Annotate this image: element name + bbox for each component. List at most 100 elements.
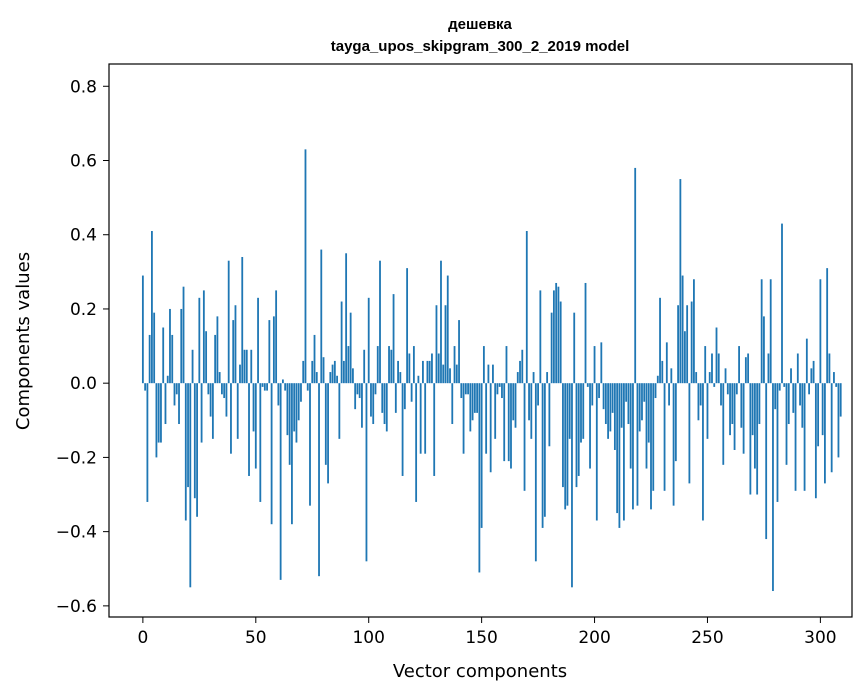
bar-125 xyxy=(424,383,427,454)
bar-254 xyxy=(715,327,718,384)
bar-182 xyxy=(552,290,555,384)
bar-124 xyxy=(422,360,424,384)
bar-43 xyxy=(239,364,241,384)
bar-28 xyxy=(205,331,208,384)
bar-279 xyxy=(772,383,774,592)
bar-6 xyxy=(155,383,158,458)
bar-280 xyxy=(774,383,777,410)
x-axis-label: Vector components xyxy=(393,661,567,682)
bar-309 xyxy=(839,383,842,417)
bar-30 xyxy=(209,383,212,417)
bar-115 xyxy=(401,383,404,476)
bar-44 xyxy=(241,256,244,384)
bar-48 xyxy=(250,349,253,384)
bar-219 xyxy=(636,383,639,506)
bar-198 xyxy=(589,383,591,469)
x-tick-label: 100 xyxy=(352,628,384,648)
bar-82 xyxy=(327,383,329,484)
bar-57 xyxy=(270,383,273,525)
bar-143 xyxy=(464,383,467,395)
bar-31 xyxy=(211,383,214,439)
bar-5 xyxy=(153,312,156,384)
bar-266 xyxy=(742,383,745,454)
bar-98 xyxy=(363,349,366,384)
bar-173 xyxy=(532,372,535,384)
bar-259 xyxy=(726,383,729,395)
bar-299 xyxy=(817,383,820,447)
bar-233 xyxy=(668,383,670,406)
bar-167 xyxy=(519,360,521,384)
bar-110 xyxy=(390,349,393,384)
bar-88 xyxy=(340,301,343,384)
bar-215 xyxy=(627,383,630,425)
bar-181 xyxy=(550,312,553,384)
bar-42 xyxy=(236,383,239,439)
bar-188 xyxy=(566,383,569,506)
y-tick-label: 0.6 xyxy=(70,151,97,171)
bar-63 xyxy=(284,383,287,391)
bar-12 xyxy=(169,308,171,384)
bar-94 xyxy=(354,383,357,410)
bar-56 xyxy=(268,320,271,384)
bar-117 xyxy=(406,268,409,384)
bar-129 xyxy=(433,383,436,476)
bar-290 xyxy=(796,353,799,384)
bar-103 xyxy=(374,383,377,395)
bar-14 xyxy=(173,383,176,406)
bar-123 xyxy=(419,383,422,454)
bar-70 xyxy=(300,383,302,402)
y-tick-label: −0.4 xyxy=(56,523,97,543)
bar-72 xyxy=(304,149,307,384)
bar-27 xyxy=(202,290,205,384)
bar-305 xyxy=(830,383,833,473)
bar-69 xyxy=(297,383,300,421)
bar-144 xyxy=(467,383,469,395)
bar-4 xyxy=(151,231,153,384)
bar-155 xyxy=(492,364,494,384)
bar-58 xyxy=(272,316,275,384)
bar-288 xyxy=(792,383,795,413)
bar-201 xyxy=(595,383,598,521)
bar-152 xyxy=(485,383,488,454)
bar-121 xyxy=(415,383,418,502)
bar-22 xyxy=(191,349,194,384)
bar-281 xyxy=(776,383,779,502)
bar-222 xyxy=(643,383,646,402)
bar-253 xyxy=(713,383,716,387)
bar-199 xyxy=(591,383,594,406)
bar-138 xyxy=(453,346,456,384)
bar-13 xyxy=(171,334,174,384)
bar-190 xyxy=(571,383,573,588)
bar-237 xyxy=(677,305,680,384)
bar-221 xyxy=(641,383,643,421)
bar-232 xyxy=(665,342,668,384)
y-tick-label: −0.6 xyxy=(56,597,97,617)
bar-206 xyxy=(607,383,609,439)
bar-304 xyxy=(828,353,831,384)
bar-250 xyxy=(706,383,709,439)
bar-39 xyxy=(230,383,232,454)
bar-38 xyxy=(227,260,230,384)
bar-150 xyxy=(480,383,483,528)
bar-165 xyxy=(514,383,517,428)
bar-244 xyxy=(693,279,695,384)
bar-41 xyxy=(234,305,237,384)
y-tick-label: 0.4 xyxy=(70,226,97,246)
bar-255 xyxy=(717,353,720,384)
bar-211 xyxy=(618,383,621,528)
bar-49 xyxy=(252,383,255,432)
bar-52 xyxy=(259,383,262,502)
bar-61 xyxy=(279,383,282,580)
x-tick-label: 150 xyxy=(465,628,497,648)
bar-40 xyxy=(232,320,235,384)
bar-270 xyxy=(751,383,754,436)
bar-275 xyxy=(763,316,765,384)
bar-189 xyxy=(568,383,571,439)
bar-298 xyxy=(814,383,817,499)
bar-71 xyxy=(302,360,305,384)
bar-77 xyxy=(315,372,318,384)
bar-168 xyxy=(521,349,524,384)
bar-187 xyxy=(564,383,567,510)
bar-204 xyxy=(602,383,605,410)
